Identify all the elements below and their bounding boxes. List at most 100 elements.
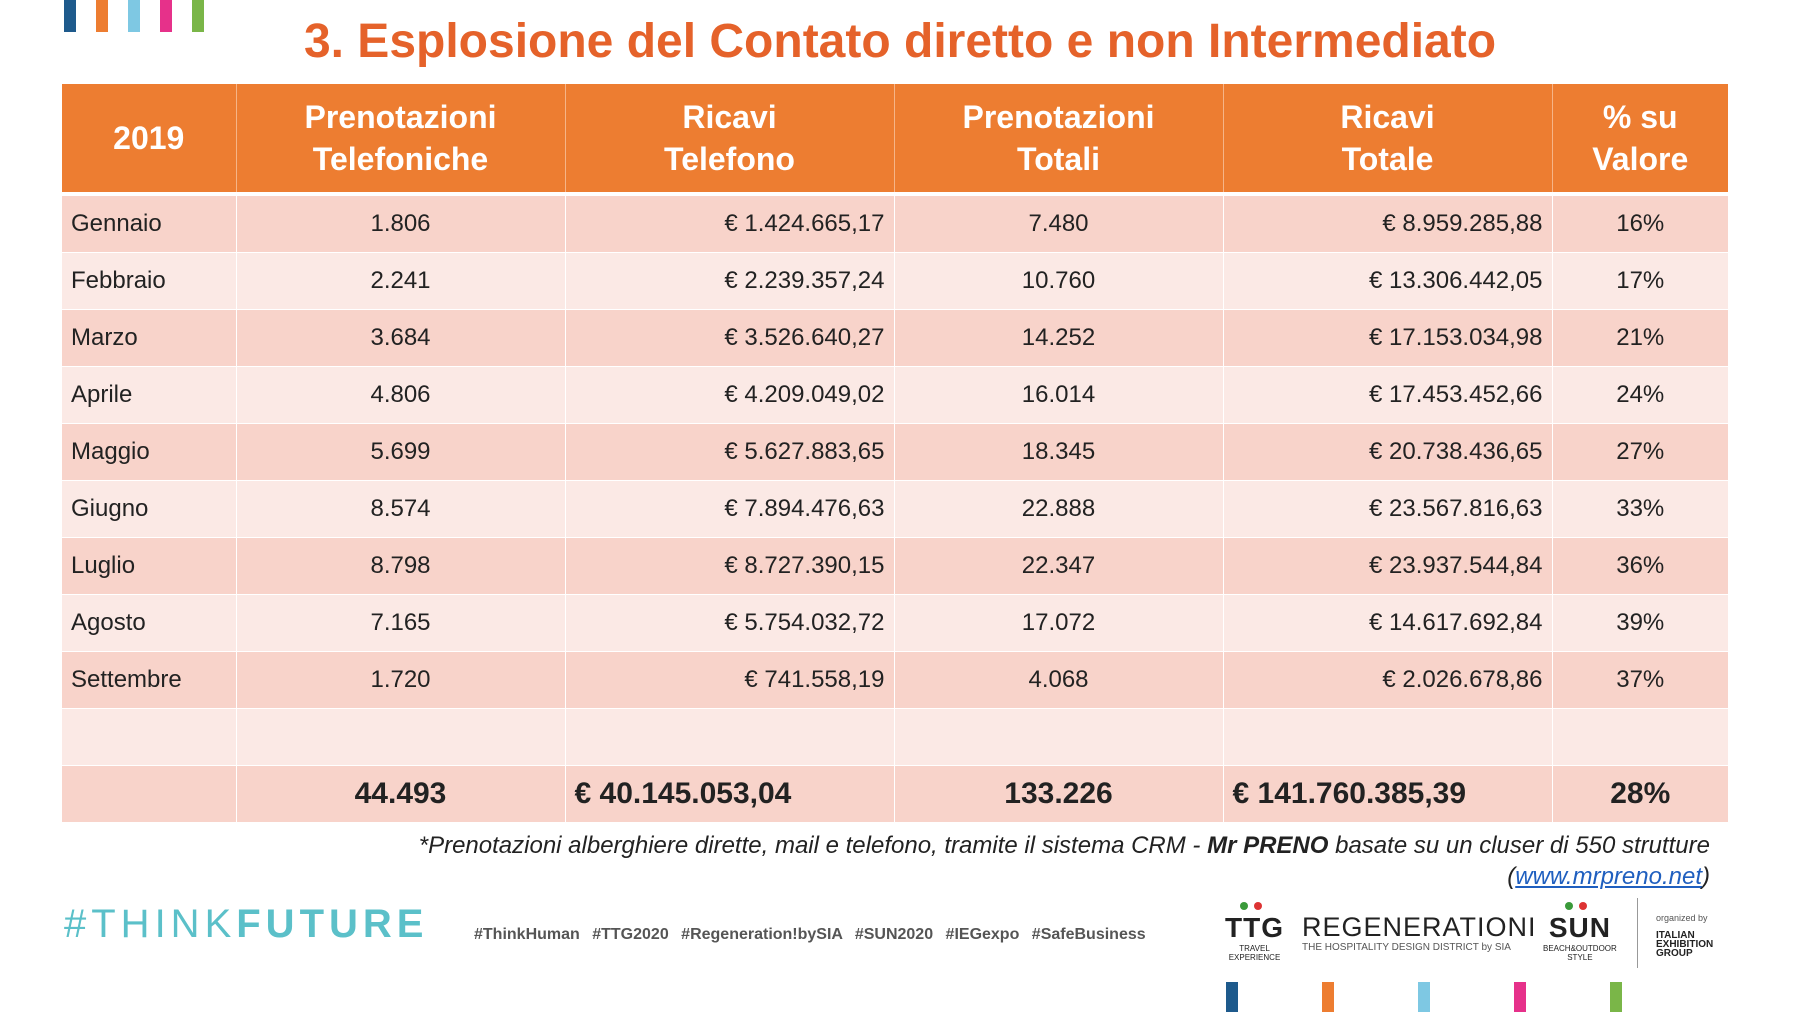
total-total-revenue: € 141.760.385,39 (1223, 765, 1553, 823)
cell-total-revenue: € 23.937.544,84 (1223, 537, 1553, 595)
table-row: Febbraio 2.241 € 2.239.357,24 10.760 € 13.30… (62, 252, 1728, 310)
total-percent-value: 28% (1552, 765, 1728, 823)
cell-month (62, 708, 237, 766)
cell-total-bookings: 16.014 (894, 366, 1224, 424)
total-row: 44.493 € 40.145.053,04 133.226 € 141.760.38… (62, 765, 1728, 823)
cell-phone-bookings: 8.798 (236, 537, 566, 595)
cell-phone-bookings: 8.574 (236, 480, 566, 538)
header-percent-value: % su Valore (1552, 84, 1728, 196)
cell-month: Marzo (62, 309, 237, 367)
cell-total-bookings: 7.480 (894, 194, 1224, 253)
cell-phone-bookings: 1.720 (236, 651, 566, 709)
header-total-revenue: Ricavi Totale (1223, 84, 1553, 196)
cell-total-bookings: 4.068 (894, 651, 1224, 709)
table-header-row: 2019 Prenotazioni Telefoniche Ricavi Telef… (62, 84, 1728, 196)
cell-total-revenue: € 8.959.285,88 (1223, 194, 1553, 253)
sun-dots-icon (1565, 902, 1587, 910)
cell-phone-revenue: € 5.627.883,65 (565, 423, 895, 481)
cell-phone-revenue: € 1.424.665,17 (565, 194, 895, 253)
footnote-brand: Mr PRENO (1207, 832, 1329, 859)
header-total-bookings: Prenotazioni Totali (894, 84, 1224, 196)
cell-total-bookings: 18.345 (894, 423, 1224, 481)
bottom-color-stripes (1226, 982, 1706, 1012)
stripe-orange (1322, 982, 1334, 1012)
stripe-lightblue (128, 0, 140, 32)
table-row: Aprile 4.806 € 4.209.049,02 16.014 € 17.453.… (62, 366, 1728, 424)
cell-phone-revenue: € 8.727.390,15 (565, 537, 895, 595)
cell-percent-value: 17% (1552, 252, 1728, 310)
table-row: Maggio 5.699 € 5.627.883,65 18.345 € 20.738.… (62, 423, 1728, 481)
stripe-orange (96, 0, 108, 32)
cell-phone-bookings (236, 708, 566, 766)
cell-month: Giugno (62, 480, 237, 538)
cell-total-revenue: € 2.026.678,86 (1223, 651, 1553, 709)
cell-total-revenue: € 17.153.034,98 (1223, 309, 1553, 367)
cell-percent-value: 37% (1552, 651, 1728, 709)
table-row: Giugno 8.574 € 7.894.476,63 22.888 € 23.567.… (62, 480, 1728, 538)
slide-title: 3. Esplosione del Contato diretto e non … (303, 15, 1497, 68)
cell-total-bookings (894, 708, 1224, 766)
cell-month: Febbraio (62, 252, 237, 310)
cell-phone-bookings: 1.806 (236, 194, 566, 253)
cell-percent-value (1552, 708, 1728, 766)
cell-phone-bookings: 2.241 (236, 252, 566, 310)
table-row: Gennaio 1.806 € 1.424.665,17 7.480 € 8.959.2… (62, 194, 1728, 253)
stripe-blue (1226, 982, 1238, 1012)
header-phone-bookings: Prenotazioni Telefoniche (236, 84, 566, 196)
table-row: Agosto 7.165 € 5.754.032,72 17.072 € 14.617.… (62, 594, 1728, 652)
stripe-lightblue (1418, 982, 1430, 1012)
cell-total-revenue: € 23.567.816,63 (1223, 480, 1553, 538)
stripe-green (1610, 982, 1622, 1012)
cell-percent-value: 39% (1552, 594, 1728, 652)
cell-month: Luglio (62, 537, 237, 595)
ieg-logo: organized by ITALIAN EXHIBITION GROUP (1656, 913, 1714, 959)
sun-logo: SUN BEACH&OUTDOOR STYLE (1543, 912, 1617, 962)
cell-total-revenue: € 13.306.442,05 (1223, 252, 1553, 310)
table-row: Luglio 8.798 € 8.727.390,15 22.347 € 23.937.… (62, 537, 1728, 595)
cell-month: Maggio (62, 423, 237, 481)
cell-percent-value: 36% (1552, 537, 1728, 595)
cell-total-revenue: € 14.617.692,84 (1223, 594, 1553, 652)
cell-total-revenue: € 17.453.452,66 (1223, 366, 1553, 424)
bookings-table: 2019 Prenotazioni Telefoniche Ricavi Telef… (62, 84, 1728, 823)
cell-percent-value: 24% (1552, 366, 1728, 424)
footnote: *Prenotazioni alberghiere dirette, mail … (210, 830, 1710, 892)
cell-phone-revenue: € 4.209.049,02 (565, 366, 895, 424)
cell-total-revenue (1223, 708, 1553, 766)
stripe-pink (160, 0, 172, 32)
total-phone-revenue: € 40.145.053,04 (565, 765, 895, 823)
stripe-green (192, 0, 204, 32)
header-year: 2019 (62, 84, 237, 196)
ttg-dots-icon (1240, 902, 1262, 910)
cell-month: Settembre (62, 651, 237, 709)
cell-month: Agosto (62, 594, 237, 652)
cell-phone-bookings: 5.699 (236, 423, 566, 481)
logo-divider (1637, 898, 1638, 968)
cell-total-bookings: 10.760 (894, 252, 1224, 310)
cell-phone-revenue: € 2.239.357,24 (565, 252, 895, 310)
cell-total-revenue: € 20.738.436,65 (1223, 423, 1553, 481)
top-color-stripes (64, 0, 224, 32)
mrpreno-link[interactable]: www.mrpreno.net (1515, 863, 1702, 890)
stripe-pink (1514, 982, 1526, 1012)
total-month (62, 765, 237, 823)
hashtags: #ThinkHuman #TTG2020 #Regeneration!bySIA… (474, 926, 1146, 943)
stripe-blue (64, 0, 76, 32)
cell-percent-value: 27% (1552, 423, 1728, 481)
cell-phone-revenue (565, 708, 895, 766)
cell-phone-revenue: € 5.754.032,72 (565, 594, 895, 652)
paren-close: ) (1702, 863, 1710, 890)
footnote-text-2: basate su un cluser di 550 strutture (1328, 832, 1710, 859)
table-row: Marzo 3.684 € 3.526.640,27 14.252 € 17.153.0… (62, 309, 1728, 367)
regeneration-logo: REGENERATIONI THE HOSPITALITY DESIGN DIS… (1302, 912, 1537, 953)
table-row: Settembre 1.720 € 741.558,19 4.068 € 2.026.6… (62, 651, 1728, 709)
cell-total-bookings: 22.888 (894, 480, 1224, 538)
footnote-text: *Prenotazioni alberghiere dirette, mail … (418, 832, 1208, 859)
total-total-bookings: 133.226 (894, 765, 1224, 823)
cell-phone-bookings: 7.165 (236, 594, 566, 652)
ttg-logo: TTG TRAVEL EXPERIENCE (1225, 912, 1284, 962)
cell-month: Gennaio (62, 194, 237, 253)
header-phone-revenue: Ricavi Telefono (565, 84, 895, 196)
table-row (62, 708, 1728, 766)
cell-phone-revenue: € 7.894.476,63 (565, 480, 895, 538)
